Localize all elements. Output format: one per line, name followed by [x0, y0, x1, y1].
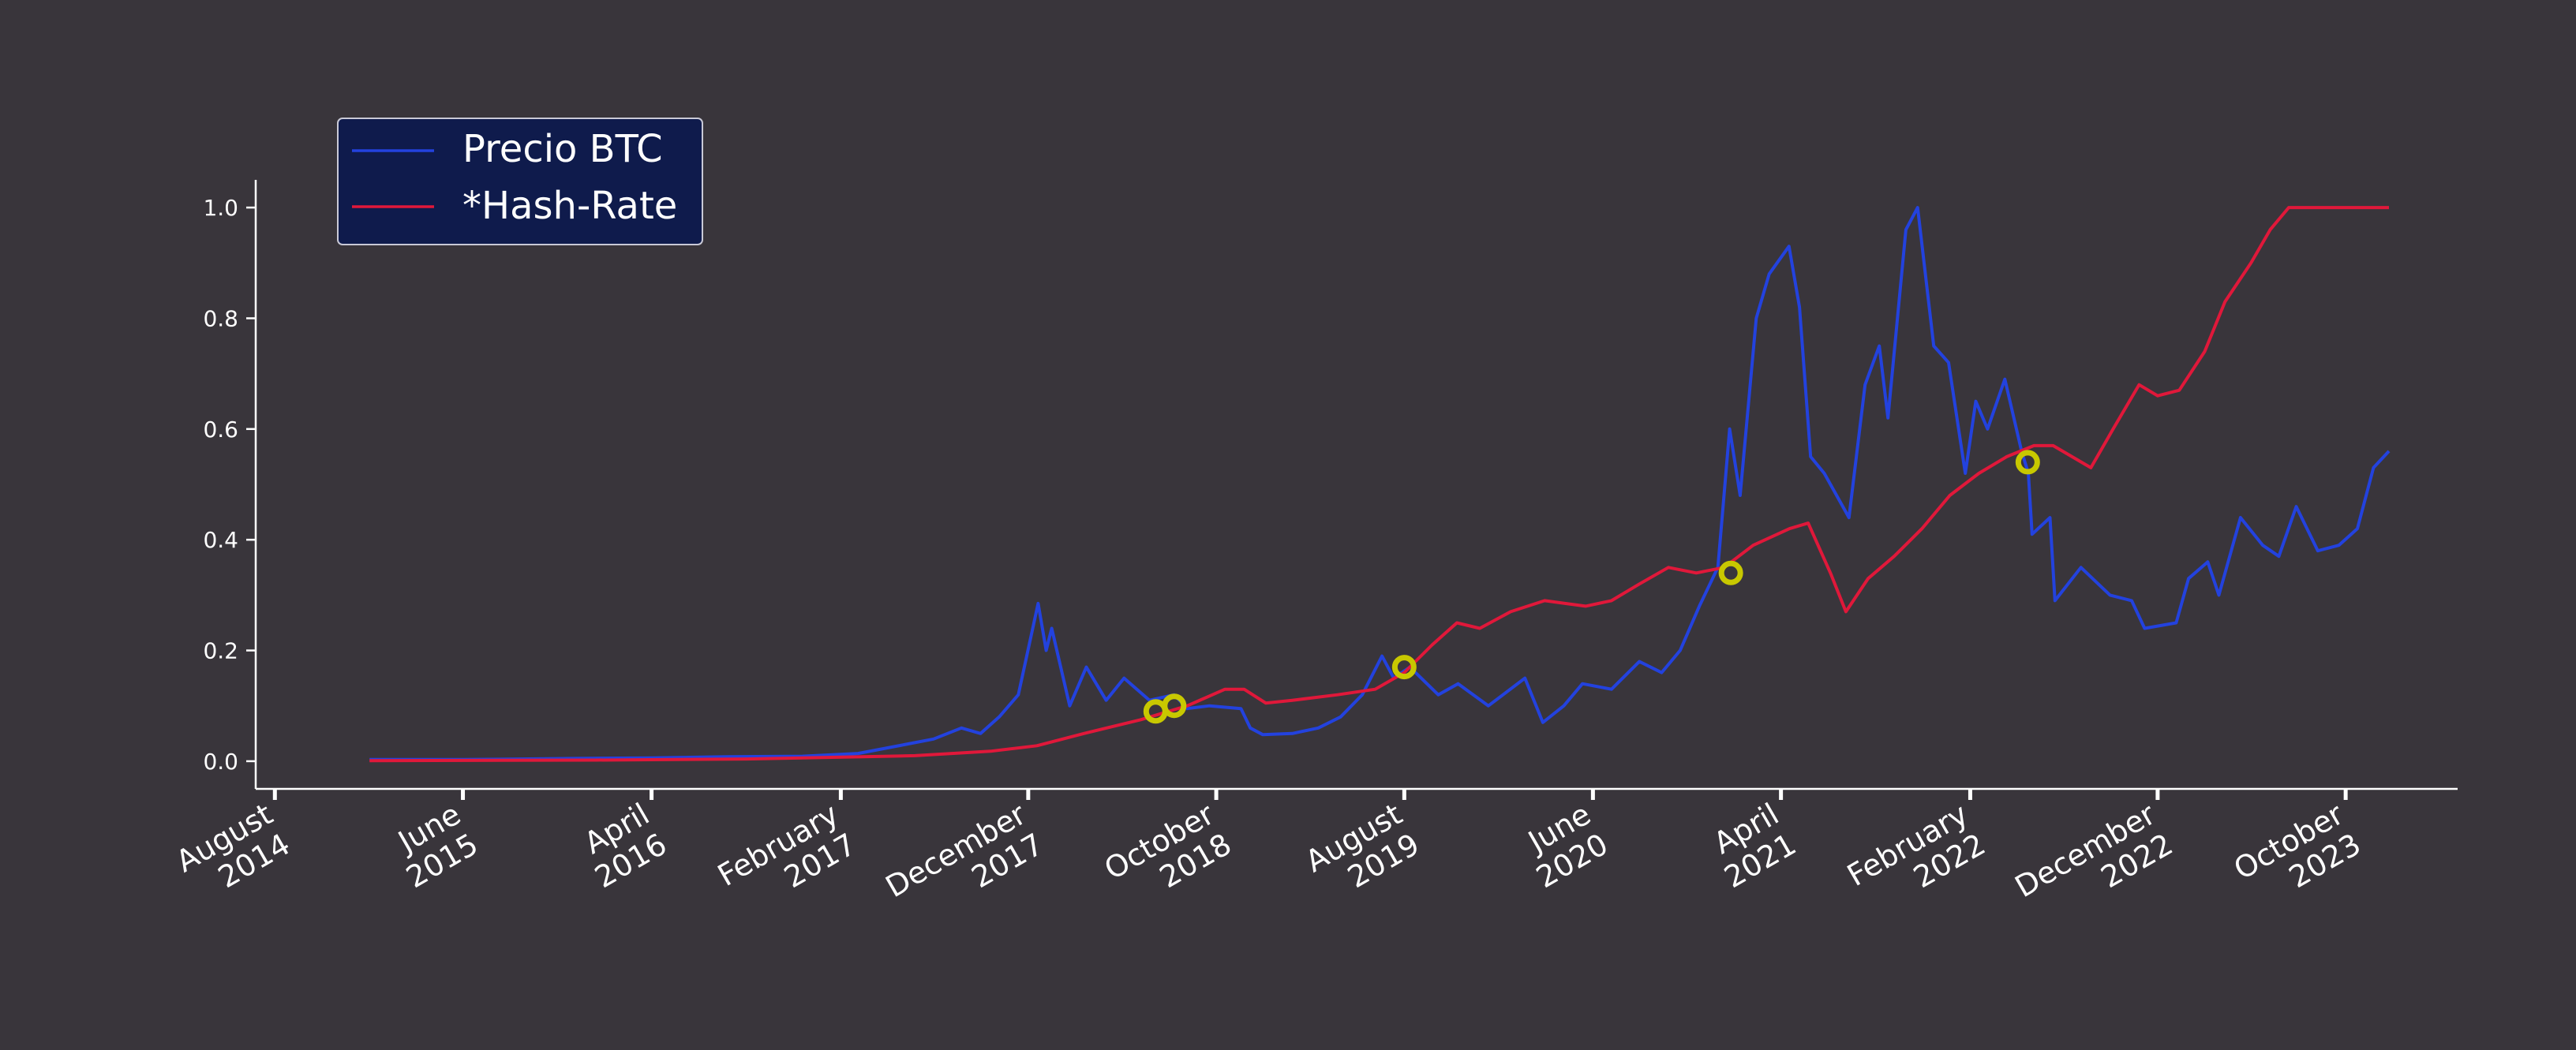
y-tick-label: 0.0	[203, 749, 238, 775]
legend-label-precio-btc: Precio BTC	[462, 127, 663, 171]
legend: Precio BTC *Hash-Rate	[337, 118, 703, 245]
crossover-marker	[1162, 693, 1187, 719]
plot-area	[369, 206, 2391, 763]
y-tick-label: 0.4	[203, 527, 238, 553]
y-tick-label: 1.0	[203, 195, 238, 221]
crossover-marker	[1391, 655, 1417, 680]
y-tick-label: 0.6	[203, 417, 238, 443]
crossover-marker	[1718, 560, 1743, 585]
y-tick-label: 0.8	[203, 305, 238, 331]
crossover-marker	[2015, 450, 2040, 475]
y-tick-label: 0.2	[203, 638, 238, 664]
series-line-precio-btc	[369, 206, 2391, 761]
y-ticks: 0.0 0.2 0.4 0.6 0.8 1.0	[203, 195, 256, 775]
legend-label-hash-rate: *Hash-Rate	[462, 184, 677, 228]
series-line-hash-rate	[369, 206, 2389, 763]
axes	[254, 180, 2458, 790]
